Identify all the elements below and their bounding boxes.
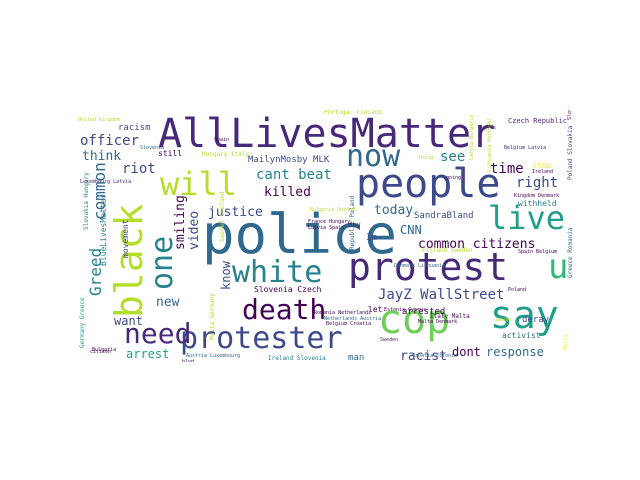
word-let: let (368, 305, 383, 314)
word-racist: racist (400, 349, 447, 362)
word-latvia-bulgaria: Latvia Bulgaria (469, 114, 475, 160)
word-malta-denmark: Malta Denmark (418, 319, 458, 325)
word-malta-germany: Malta Germany (209, 293, 216, 340)
word-activist: activist (502, 331, 541, 340)
word-cant-beat: cant beat (256, 167, 332, 183)
word-arrested: arrested (402, 307, 446, 317)
word-day: day (348, 221, 361, 229)
word-racism: racism (118, 123, 151, 133)
word-poland: Poland (508, 287, 527, 293)
word-deray: deray (522, 315, 550, 325)
word-all-lives-matter: AllLivesMatter (158, 111, 496, 157)
word-cyprus: Cyprus (478, 125, 497, 131)
word-malta: Malta (563, 334, 569, 350)
word-justice: justice (208, 205, 263, 220)
word-italy-malta: Italy Malta (430, 313, 470, 320)
word-bluelivesmatter: BlueLivesMatter (99, 193, 108, 266)
word-austria-luxembourg: Austria Luxembourg (186, 353, 241, 359)
word-czech-republic: Czech Republic (508, 117, 568, 125)
word-people: people (356, 161, 501, 207)
word-spain: Spain (214, 137, 230, 143)
word-now: now (346, 139, 401, 174)
word-ireland-slovenia: Ireland Slovenia (268, 355, 326, 362)
word-cloud: AllLivesMatter police people protest cop… (78, 110, 582, 362)
word-romania-netherlands: Romania Netherlands (314, 310, 372, 316)
word-smiling: smiling (173, 195, 188, 250)
word-netherlands-austria: Netherlands Austria (324, 316, 382, 322)
word-going: going (446, 175, 462, 181)
word-slovenia-finland: Slovenia Finland (567, 110, 573, 120)
word-thing: thing (418, 155, 434, 161)
word-video: video (187, 210, 202, 250)
word-say: say (490, 293, 559, 337)
word-latvia-spain: Latvia Spain (308, 225, 345, 231)
word-movement: movement (121, 219, 130, 258)
word-sandrabland: SandraBland (414, 211, 474, 221)
word-croatia-estonia: Croatia Estonia (412, 353, 458, 359)
word-france-hungary: France Hungary (308, 219, 351, 225)
word-belgium-latvia: Belgium Latvia (504, 145, 547, 151)
word-denmark-lithuania: Denmark Lithuania (394, 263, 446, 269)
word-know: know (219, 261, 233, 290)
word-new: new (156, 295, 180, 310)
word-belgium-croatia: Belgium Croatia (326, 321, 372, 327)
word-killed: killed (264, 185, 311, 200)
word-cop: cop (378, 297, 451, 343)
word-mailynmosby-mlk: MailynMosby MLK (248, 155, 330, 165)
word-dont: dont (452, 345, 481, 359)
word-bulgaria-united: Bulgaria United (310, 207, 356, 213)
word-spain-belgium: Spain Belgium (518, 249, 558, 255)
word-man: man (348, 353, 365, 363)
word-still: still (158, 149, 183, 158)
word-white: white (232, 255, 323, 290)
word-withheld: withheld (518, 199, 557, 208)
word-response: response (486, 345, 544, 359)
word-hungary-italy: Hungary Italy (202, 151, 249, 158)
word-citizen: citizen (90, 349, 112, 355)
word-protest: protest (348, 245, 509, 289)
word-see: see (440, 149, 466, 165)
word-protester: protester (180, 321, 343, 356)
word-sweden-ireland: Sweden Ireland (219, 191, 226, 242)
word-need: need (124, 317, 192, 350)
word-germany-greece: Germany Greece (79, 297, 86, 348)
word-will: will (160, 165, 238, 203)
word-riot: riot (122, 161, 156, 177)
word-blvd: blvd (182, 359, 195, 363)
word-sweden: Sweden (380, 337, 399, 343)
word-time: time (490, 161, 524, 177)
word-police: police (202, 203, 398, 266)
word-arrest: arrest (126, 347, 170, 361)
word-death: death (242, 293, 327, 326)
word-united-kingdom: United Kingdom (78, 117, 121, 123)
word-finland-sweden: Finland Sweden (422, 247, 473, 254)
word-live: live (488, 199, 566, 237)
word-right: right (516, 175, 559, 191)
word-today: today (374, 203, 414, 218)
word-greece-romania: Greece Romania (567, 227, 574, 278)
word-think: think (82, 149, 122, 164)
word-luxembourg-latvia: Luxembourg Latvia (80, 179, 132, 185)
word-officer: officer (80, 133, 140, 149)
word-portugal-finland: Portugal Finland (324, 110, 382, 116)
word-estonia-cyprus: Estonia Cyprus (384, 307, 427, 313)
word-stop: stop (532, 161, 552, 170)
word-slovenia-czech: Slovenia Czech (254, 285, 322, 294)
word-im: Im (366, 233, 377, 243)
word-bulgaria: Bulgaria (92, 347, 117, 353)
word-cnn: CNN (400, 223, 422, 237)
word-kingdom-denmark: Kingdom Denmark (514, 193, 560, 199)
word-want: want (114, 314, 143, 328)
word-u: u (548, 247, 569, 287)
word-jayz-wallstreet: JayZ WallStreet (378, 287, 505, 303)
word-poland-slovakia: Poland Slovakia (567, 125, 574, 180)
word-ireland: Ireland (532, 169, 554, 175)
word-common-citizens: common citizens (418, 237, 536, 252)
word-abuse: abuse (496, 317, 512, 323)
word-slovenia: Slovenia (140, 145, 165, 151)
